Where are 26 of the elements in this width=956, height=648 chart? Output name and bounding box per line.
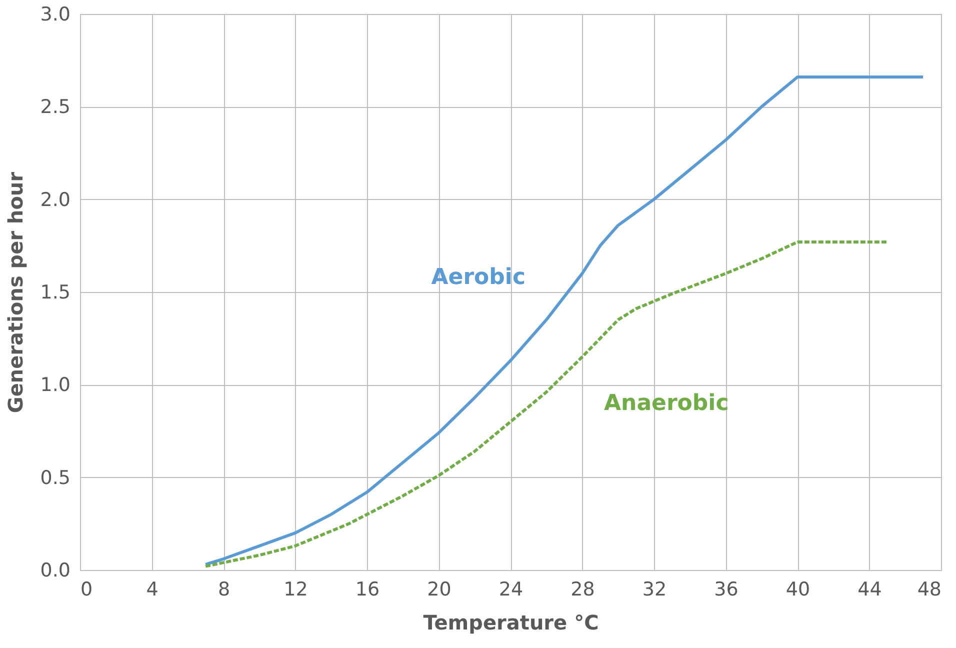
y-tick-label: 1.0 — [40, 374, 70, 396]
x-tick-label: 36 — [714, 578, 738, 600]
y-tick-label: 2.0 — [40, 188, 70, 211]
x-tick-label: 24 — [498, 578, 524, 600]
series-label: Anaerobic — [604, 391, 729, 416]
x-axis-title: Temperature °C — [423, 610, 599, 634]
x-tick-label: 4 — [146, 578, 158, 600]
x-tick-label: 8 — [218, 578, 230, 600]
x-tick-label: 48 — [917, 578, 942, 600]
x-tick-label: 32 — [642, 578, 667, 600]
y-tick-label: 0.5 — [40, 466, 70, 489]
x-tick-label: 16 — [355, 578, 380, 600]
x-tick-label: 44 — [858, 578, 882, 600]
x-tick-label: 12 — [284, 578, 308, 600]
x-tick-label: 0 — [80, 578, 93, 600]
y-tick-label: 2.5 — [40, 96, 70, 118]
y-tick-label: 3.0 — [40, 4, 70, 26]
series-label: Aerobic — [431, 264, 526, 290]
y-tick-label: 1.5 — [40, 282, 70, 304]
y-tick-label: 0.0 — [40, 560, 70, 582]
line-series — [204, 76, 925, 566]
y-axis-title: Generations per hour — [3, 172, 28, 414]
line-series — [204, 240, 889, 568]
x-tick-label: 28 — [570, 578, 595, 600]
x-tick-label: 20 — [427, 578, 452, 600]
x-tick-label: 40 — [786, 578, 810, 600]
